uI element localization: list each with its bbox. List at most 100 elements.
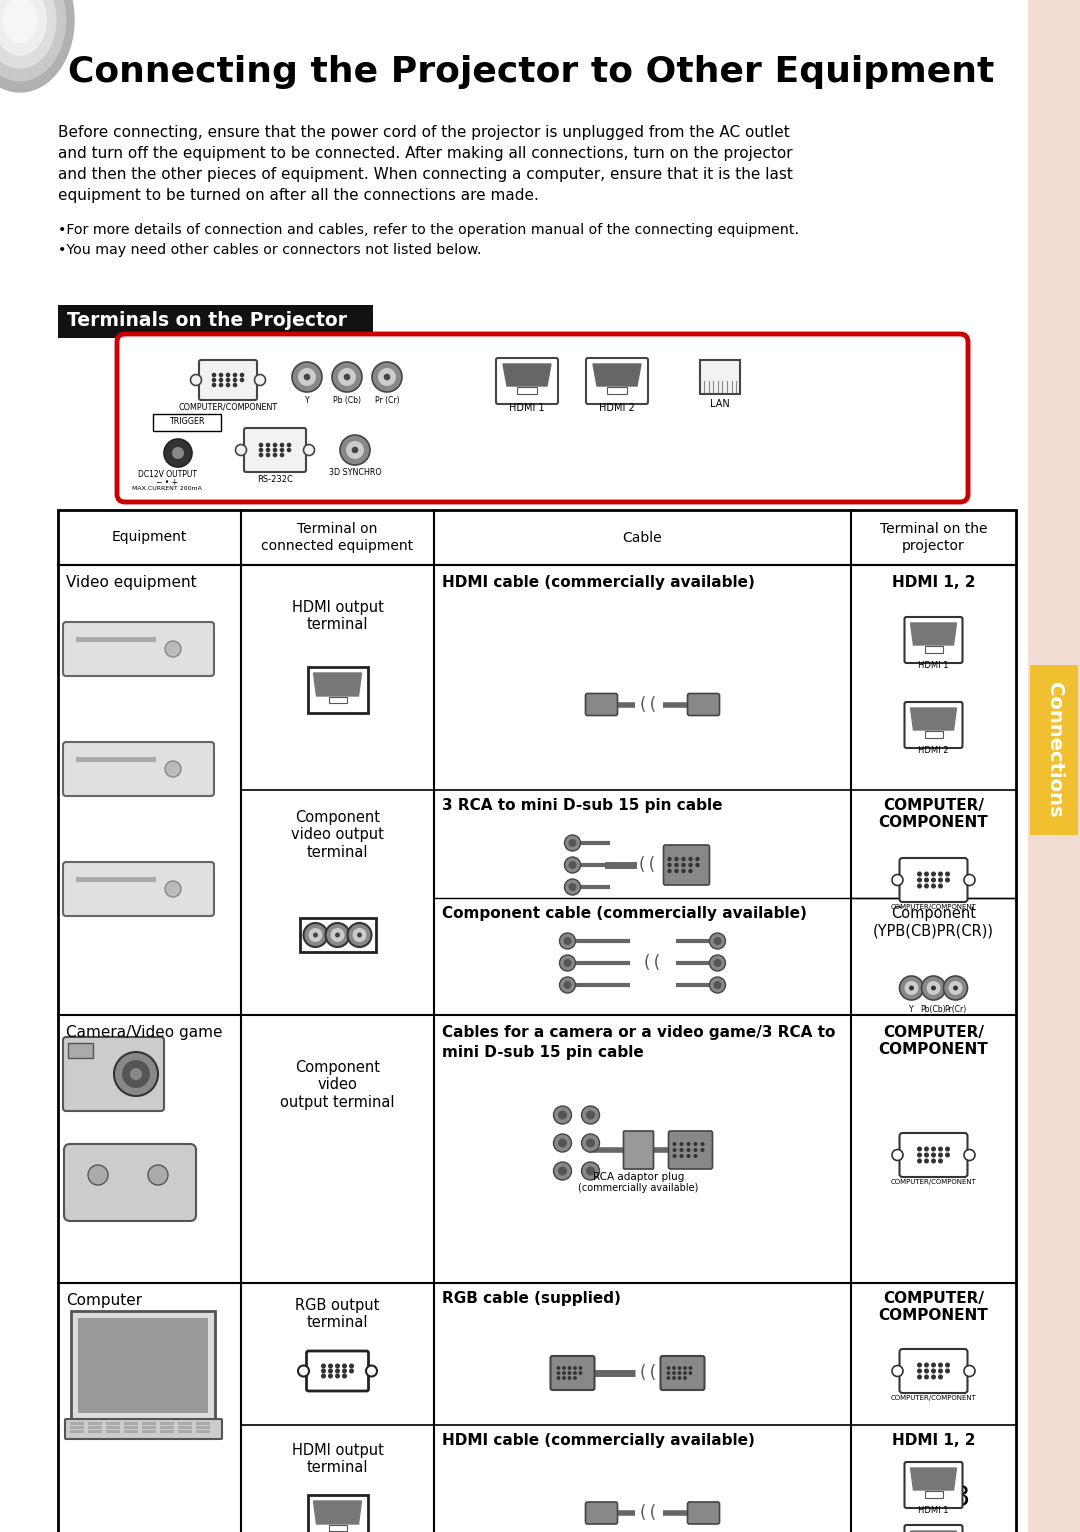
FancyBboxPatch shape — [585, 1501, 618, 1524]
Text: HDMI 1: HDMI 1 — [918, 1506, 948, 1515]
Circle shape — [939, 1370, 942, 1373]
Text: RS-232C: RS-232C — [257, 475, 293, 484]
Bar — [160, 1422, 174, 1425]
FancyBboxPatch shape — [308, 1495, 367, 1532]
Bar — [70, 1429, 84, 1432]
Circle shape — [332, 362, 362, 392]
Circle shape — [172, 447, 184, 460]
Circle shape — [322, 1370, 325, 1373]
FancyBboxPatch shape — [71, 1311, 215, 1420]
Circle shape — [932, 1154, 935, 1157]
Circle shape — [255, 374, 266, 386]
Circle shape — [931, 985, 936, 991]
Circle shape — [165, 761, 181, 777]
Circle shape — [696, 858, 699, 861]
Text: HDMI output
terminal: HDMI output terminal — [292, 1443, 383, 1475]
FancyBboxPatch shape — [307, 1351, 368, 1391]
Text: HDMI cable (commercially available): HDMI cable (commercially available) — [442, 574, 755, 590]
Circle shape — [298, 368, 316, 386]
Circle shape — [565, 856, 581, 873]
Bar — [195, 1429, 210, 1432]
Circle shape — [669, 858, 671, 861]
Circle shape — [689, 858, 692, 861]
Circle shape — [336, 1370, 339, 1373]
Bar — [124, 1429, 138, 1432]
Circle shape — [939, 1363, 942, 1367]
Ellipse shape — [0, 0, 56, 67]
Circle shape — [924, 884, 929, 889]
Circle shape — [372, 362, 402, 392]
Bar — [141, 1426, 156, 1429]
Circle shape — [558, 1166, 567, 1175]
FancyBboxPatch shape — [688, 1501, 719, 1524]
Circle shape — [340, 435, 370, 466]
Circle shape — [563, 1367, 565, 1370]
Circle shape — [557, 1377, 559, 1379]
Circle shape — [918, 1363, 921, 1367]
Text: HDMI 1: HDMI 1 — [509, 403, 544, 414]
Text: RCA adaptor plug: RCA adaptor plug — [593, 1172, 685, 1183]
Text: Component cable (commercially available): Component cable (commercially available) — [442, 905, 807, 921]
Circle shape — [213, 374, 216, 377]
Circle shape — [689, 864, 692, 867]
Bar — [924, 1491, 943, 1498]
Text: RGB output
terminal: RGB output terminal — [295, 1298, 380, 1330]
Circle shape — [669, 864, 671, 867]
Bar — [178, 1429, 192, 1432]
Text: Component
(YPB(CB)PR(CR)): Component (YPB(CB)PR(CR)) — [873, 905, 994, 939]
Text: mini D-sub 15 pin cable: mini D-sub 15 pin cable — [442, 1045, 644, 1060]
Circle shape — [932, 1370, 935, 1373]
Circle shape — [673, 1367, 675, 1370]
Circle shape — [918, 878, 921, 882]
Circle shape — [346, 441, 364, 460]
Circle shape — [564, 959, 571, 967]
FancyBboxPatch shape — [64, 1144, 195, 1221]
Circle shape — [273, 449, 276, 452]
Circle shape — [680, 1155, 683, 1157]
Circle shape — [675, 858, 678, 861]
Circle shape — [689, 1371, 691, 1374]
Text: COMPUTER/COMPONENT: COMPUTER/COMPONENT — [178, 403, 278, 412]
Circle shape — [900, 976, 923, 1000]
Circle shape — [927, 980, 941, 994]
Polygon shape — [503, 365, 551, 386]
Bar — [160, 1429, 174, 1432]
Circle shape — [563, 1371, 565, 1374]
Circle shape — [924, 872, 929, 876]
Circle shape — [235, 444, 246, 455]
Text: and then the other pieces of equipment. When connecting a computer, ensure that : and then the other pieces of equipment. … — [58, 167, 793, 182]
Circle shape — [165, 640, 181, 657]
Circle shape — [932, 1147, 935, 1151]
Circle shape — [378, 368, 396, 386]
Text: 3 RCA to mini D-sub 15 pin cable: 3 RCA to mini D-sub 15 pin cable — [442, 798, 723, 813]
Circle shape — [667, 1367, 670, 1370]
Bar — [924, 731, 943, 738]
Circle shape — [939, 878, 942, 882]
FancyBboxPatch shape — [551, 1356, 594, 1390]
FancyBboxPatch shape — [905, 1462, 962, 1507]
Bar — [195, 1426, 210, 1429]
FancyBboxPatch shape — [900, 1350, 968, 1393]
Circle shape — [684, 1367, 686, 1370]
Bar — [106, 1422, 120, 1425]
FancyBboxPatch shape — [496, 358, 558, 404]
Bar — [160, 1426, 174, 1429]
Text: ( (: ( ( — [640, 1504, 657, 1521]
Text: COMPUTER/
COMPONENT: COMPUTER/ COMPONENT — [879, 1025, 988, 1057]
Text: HDMI cable (commercially available): HDMI cable (commercially available) — [442, 1432, 755, 1448]
FancyBboxPatch shape — [688, 694, 719, 715]
Circle shape — [336, 1363, 339, 1368]
FancyBboxPatch shape — [586, 358, 648, 404]
Circle shape — [953, 985, 958, 991]
Circle shape — [342, 1370, 347, 1373]
Bar — [87, 1426, 102, 1429]
Circle shape — [114, 1052, 158, 1095]
Circle shape — [343, 374, 350, 380]
Text: Pr (Cr): Pr (Cr) — [375, 395, 400, 404]
Polygon shape — [910, 708, 957, 731]
Circle shape — [342, 1363, 347, 1368]
Circle shape — [921, 976, 945, 1000]
Bar — [76, 757, 156, 761]
Text: HDMI 1: HDMI 1 — [918, 660, 948, 669]
Text: 3D SYNCHRO: 3D SYNCHRO — [328, 467, 381, 476]
